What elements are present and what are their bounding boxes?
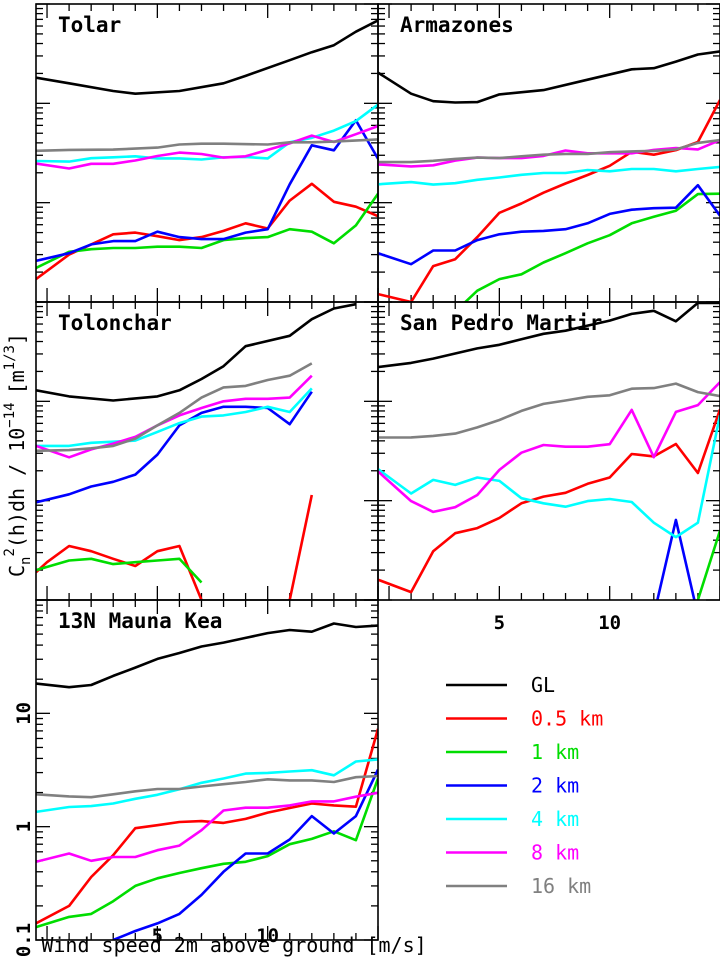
panel-tolar: Tolar	[35, 3, 379, 303]
series-2-km	[656, 518, 696, 600]
series-1-km	[696, 530, 720, 600]
panel-title: Tolar	[58, 13, 121, 37]
series-1-km	[36, 778, 378, 929]
panel-frame	[35, 599, 379, 941]
x-tick-label: 5	[494, 612, 505, 634]
panel-title: San Pedro Martir	[400, 311, 602, 335]
panel-frame	[377, 301, 720, 601]
series-1-km	[463, 192, 720, 302]
series-16-km	[378, 382, 720, 439]
panel-series	[378, 50, 720, 302]
series-2-km	[36, 119, 378, 263]
y-tick-label: 1	[13, 821, 35, 832]
legend-entry-label: 8 km	[531, 841, 579, 865]
y-tick-label: 0.1	[13, 923, 35, 957]
panel-series	[36, 19, 378, 281]
panel-title: Tolonchar	[58, 311, 172, 335]
series-0_5-km	[288, 494, 314, 600]
series-16-km	[36, 362, 313, 453]
x-tick-label: 10	[598, 612, 621, 634]
series-0_5-km	[36, 182, 378, 281]
panel-13n-mauna-kea: 13N Mauna Kea	[35, 599, 379, 941]
panel-title: 13N Mauna Kea	[58, 609, 222, 633]
series-2-km	[112, 769, 378, 940]
series-0_5-km	[36, 544, 203, 600]
panel-armazones: Armazones	[377, 3, 720, 303]
legend: GL 0.5 km 1 km 2 km 4 km 8 km 16 km	[446, 673, 603, 898]
y-tick-label: 10	[13, 702, 35, 725]
series-0_5-km	[378, 408, 720, 594]
series-GL	[36, 622, 378, 689]
series-GL	[36, 19, 378, 95]
panels-layer: Tolar Armazones Tolonchar San Pedro Martir 1…	[13, 3, 720, 957]
panel-series	[36, 622, 378, 940]
panel-title: Armazones	[400, 13, 514, 37]
legend-entry-label: GL	[531, 673, 555, 697]
panel-ticks	[378, 3, 720, 303]
series-2-km	[378, 183, 720, 266]
x-axis-label: Wind speed 2m above ground [m/s]	[41, 933, 426, 957]
panel-frame	[377, 3, 720, 303]
legend-entry-label: 0.5 km	[531, 707, 603, 731]
series-8-km	[378, 381, 720, 514]
series-16-km	[36, 138, 378, 153]
series-GL	[378, 302, 720, 369]
panel-ticks	[36, 3, 379, 303]
series-4-km	[378, 414, 720, 539]
series-1-km	[36, 557, 203, 584]
panel-series	[36, 302, 357, 600]
x-tick-label: 5	[152, 925, 163, 947]
series-4-km	[36, 387, 313, 448]
series-GL	[36, 302, 357, 402]
panel-tolonchar: Tolonchar	[35, 301, 379, 601]
series-8-km	[36, 791, 378, 864]
series-4-km	[36, 758, 378, 814]
panel-series	[378, 302, 720, 600]
series-GL	[378, 50, 720, 104]
series-1-km	[36, 192, 378, 270]
series-16-km	[378, 138, 720, 164]
x-tick-label: 10	[256, 925, 279, 947]
legend-entry-label: 4 km	[531, 807, 579, 831]
series-0_5-km	[378, 99, 720, 302]
legend-entry-label: 16 km	[531, 874, 591, 898]
panel-san-pedro-martir: San Pedro Martir	[377, 301, 720, 601]
legend-entry-label: 1 km	[531, 740, 579, 764]
series-4-km	[36, 103, 378, 163]
legend-entry-label: 2 km	[531, 774, 579, 798]
y-axis-label: Cn2(h)dh / 10−14[m1/3]	[2, 333, 34, 577]
series-4-km	[378, 165, 720, 186]
series-8-km	[36, 124, 378, 170]
series-16-km	[36, 774, 378, 799]
